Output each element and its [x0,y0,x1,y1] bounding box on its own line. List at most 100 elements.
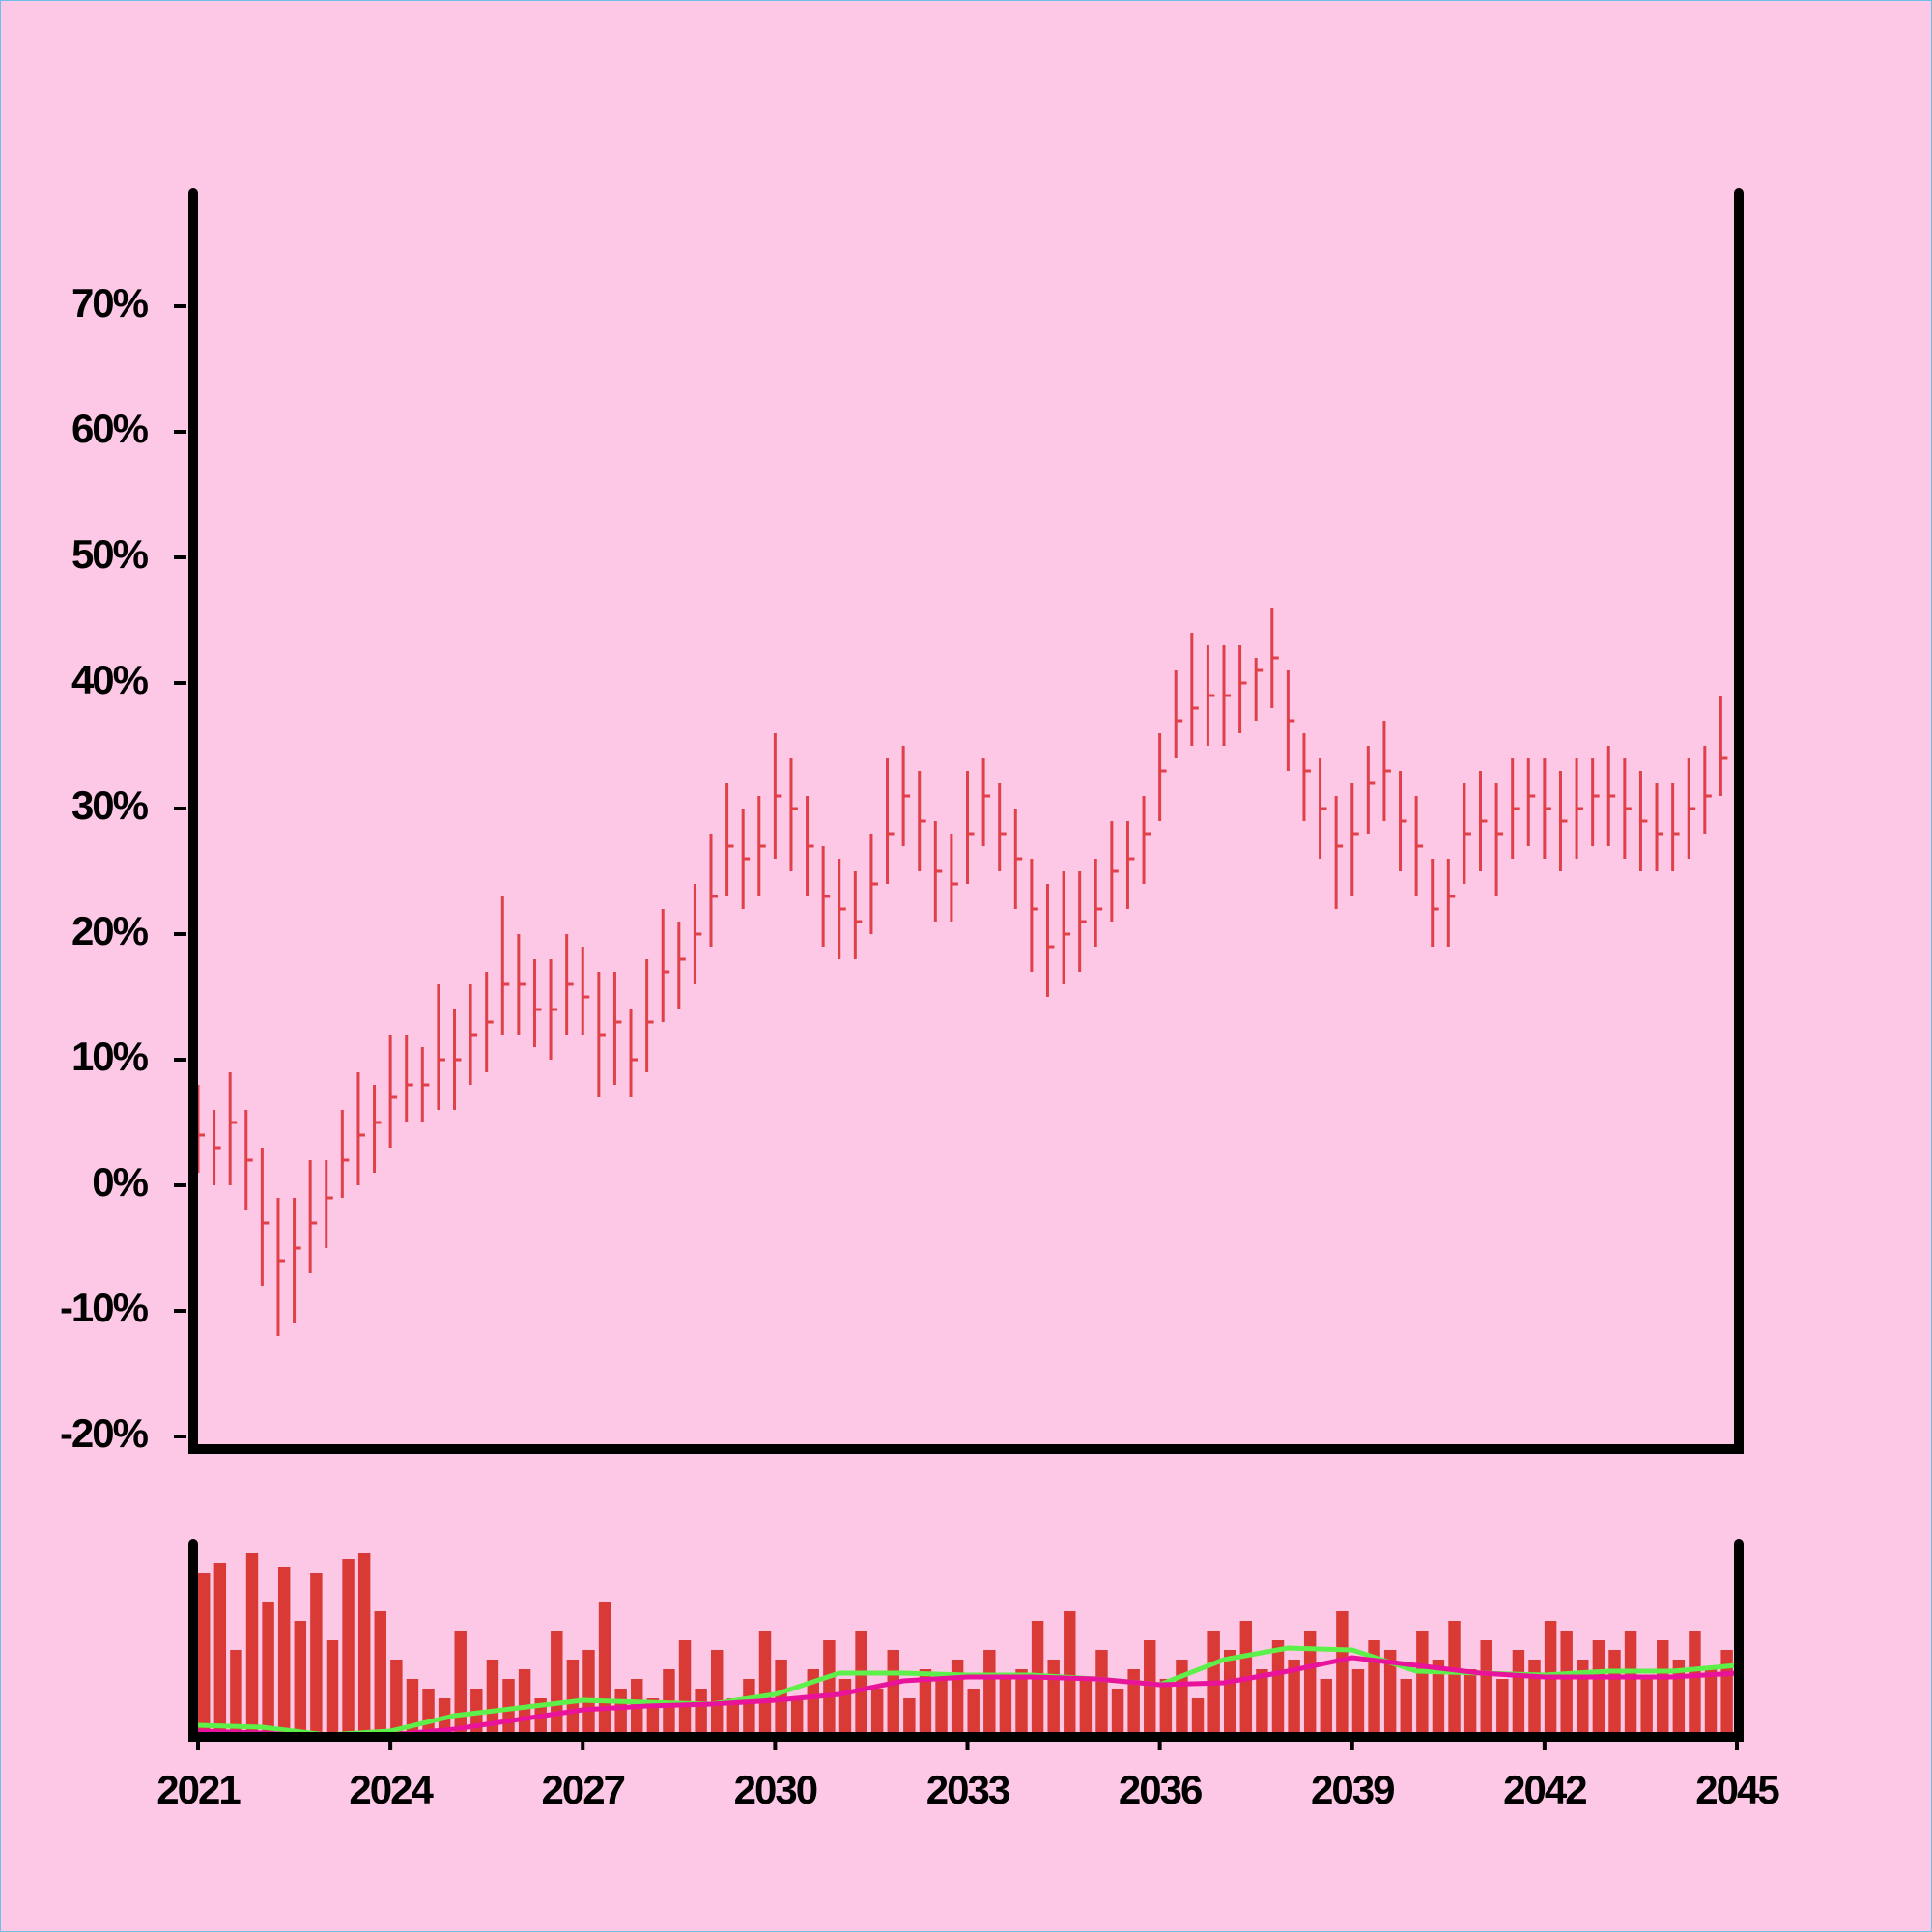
volume-bar [1463,1669,1477,1737]
y-tick-label: 30% [71,782,149,828]
y-tick-label: 0% [92,1159,148,1205]
volume-bar [582,1650,595,1737]
volume-bar [1608,1650,1621,1737]
volume-bar [951,1660,964,1737]
y-tick-label: 10% [71,1034,149,1079]
volume-bar [245,1553,259,1737]
volume-bar [1191,1698,1205,1737]
volume-bar [551,1631,563,1737]
volume-bar [1144,1640,1156,1737]
volume-bar [1351,1669,1365,1737]
volume-bar [887,1650,899,1737]
volume-bar [1176,1660,1188,1737]
volume-bar [342,1559,355,1737]
volume-bar [310,1573,323,1737]
y-tick-label: 50% [71,531,149,577]
volume-bar [1657,1640,1669,1737]
volume-bar [790,1698,804,1737]
x-tick-label: 2033 [926,1767,1009,1812]
y-tick-label: 60% [71,406,149,451]
volume-bar [374,1611,386,1737]
volume-bar [726,1698,740,1737]
volume-bar [1624,1631,1637,1737]
volume-bar [1640,1679,1653,1737]
volume-bar [1064,1611,1076,1737]
y-tick-label: 40% [71,657,149,702]
volume-bar [999,1679,1012,1737]
y-tick-label: 70% [71,280,149,326]
volume-bar [1288,1660,1300,1737]
volume-bar [807,1669,820,1737]
volume-bar [870,1689,884,1737]
volume-bar [486,1660,499,1737]
volume-bar [406,1679,419,1737]
volume-bar [1047,1660,1060,1737]
volume-bar [1256,1669,1268,1737]
volume-bar [1079,1679,1093,1737]
x-tick-label: 2027 [542,1767,625,1812]
axes-frame [188,1539,1744,1742]
volume-bar [213,1563,227,1737]
volume-bar [1512,1650,1525,1737]
volume-bar [695,1689,707,1737]
volume-bar [1592,1640,1605,1737]
volume-bar [935,1679,948,1737]
volume-bar [1111,1689,1124,1737]
y-tick-label: -10% [60,1285,149,1330]
volume-bar [838,1679,852,1737]
volume-bar [1320,1679,1333,1737]
volume-bar [758,1631,772,1737]
volume-bar [983,1650,996,1737]
volume-bar [1689,1631,1701,1737]
volume-bar [855,1631,867,1737]
volume-bar [1271,1640,1285,1737]
volume-bar [1336,1611,1349,1737]
volume-bar [230,1650,242,1737]
average-line [197,1655,1738,1740]
x-tick-label: 2036 [1119,1767,1202,1812]
volume-bar [1303,1631,1317,1737]
volume-bar [711,1650,724,1737]
volume-bar [1560,1631,1573,1737]
volume-bar [518,1669,531,1737]
y-tick-label: -20% [60,1410,149,1456]
axes-frame [188,188,1744,1454]
volume-bar [1095,1650,1108,1737]
volume-bar [903,1698,916,1737]
volume-bar [1720,1650,1733,1737]
volume-bar [454,1631,467,1737]
volume-bar [1368,1640,1380,1737]
volume-bar [1159,1679,1173,1737]
x-tick-label: 2039 [1311,1767,1394,1812]
volume-bar [743,1679,755,1737]
volume-bar [678,1640,692,1737]
volume-bar [277,1567,291,1737]
x-tick-label: 2042 [1503,1767,1586,1812]
volume-bar [1496,1679,1509,1737]
volume-bar [1416,1631,1429,1737]
ohlc-bars [196,608,1728,1336]
volume-bar [823,1640,836,1737]
volume-bar [1224,1650,1236,1737]
volume-bar [1383,1650,1397,1737]
volume-bar [357,1553,371,1737]
volume-bar [1400,1679,1412,1737]
volume-bar [1015,1669,1028,1737]
volume-bar [598,1602,611,1737]
volume-bar [1528,1660,1541,1737]
y-tick-label: 20% [71,908,149,953]
volume-bar [262,1602,274,1737]
x-tick-label: 2021 [156,1767,241,1812]
x-tick-label: 2030 [734,1767,817,1812]
volume-bar [1127,1669,1140,1737]
volume-bar [390,1660,403,1737]
x-tick-label: 2024 [349,1767,434,1812]
volume-bar [1704,1669,1718,1737]
volume-bar [1432,1660,1445,1737]
volume-bar [919,1669,932,1737]
volume-bar [967,1689,980,1737]
volume-bar [566,1660,580,1737]
